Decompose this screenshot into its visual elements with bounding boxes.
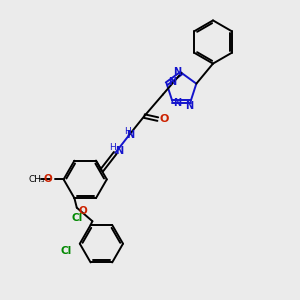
Text: N: N xyxy=(185,101,193,111)
Text: O: O xyxy=(44,174,52,184)
Text: CH₃: CH₃ xyxy=(28,175,45,184)
Text: Cl: Cl xyxy=(72,213,83,224)
Text: O: O xyxy=(159,114,169,124)
Text: N: N xyxy=(173,98,181,108)
Text: H: H xyxy=(124,127,130,136)
Text: Cl: Cl xyxy=(61,246,72,256)
Text: N: N xyxy=(168,76,176,87)
Text: N: N xyxy=(126,130,134,140)
Text: O: O xyxy=(78,206,87,216)
Text: N: N xyxy=(172,67,181,77)
Text: H: H xyxy=(110,143,116,152)
Text: N: N xyxy=(115,146,123,156)
